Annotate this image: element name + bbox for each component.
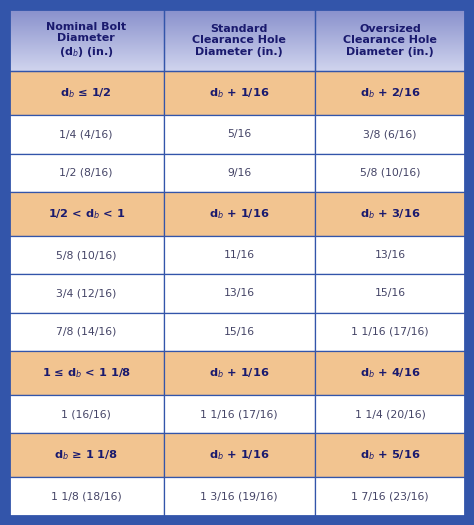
Text: 11/16: 11/16 — [224, 250, 255, 260]
Bar — [9, 274, 164, 313]
Text: Oversized
Clearance Hole
Diameter (in.): Oversized Clearance Hole Diameter (in.) — [343, 24, 437, 57]
Text: 15/16: 15/16 — [224, 327, 255, 337]
Bar — [315, 395, 465, 433]
Bar — [9, 395, 164, 433]
Text: 1 ≤ d$_b$ < 1 1/8: 1 ≤ d$_b$ < 1 1/8 — [42, 366, 131, 380]
Text: 1/2 < d$_b$ < 1: 1/2 < d$_b$ < 1 — [47, 207, 125, 221]
Bar — [164, 9, 315, 71]
Bar — [315, 313, 465, 351]
Bar — [315, 9, 465, 71]
Text: d$_b$ + 4/16: d$_b$ + 4/16 — [360, 366, 420, 380]
Text: 7/8 (14/16): 7/8 (14/16) — [56, 327, 117, 337]
Bar — [164, 236, 315, 274]
Text: 1 7/16 (23/16): 1 7/16 (23/16) — [351, 491, 429, 501]
Text: 1 1/4 (20/16): 1 1/4 (20/16) — [355, 409, 426, 419]
Text: 1 3/16 (19/16): 1 3/16 (19/16) — [201, 491, 278, 501]
Text: d$_b$ + 2/16: d$_b$ + 2/16 — [360, 87, 420, 100]
Bar — [315, 192, 465, 236]
Text: 3/8 (6/16): 3/8 (6/16) — [364, 129, 417, 139]
Text: 15/16: 15/16 — [374, 288, 406, 299]
Text: d$_b$ ≤ 1/2: d$_b$ ≤ 1/2 — [60, 87, 112, 100]
Bar — [164, 351, 315, 395]
Bar — [9, 115, 164, 154]
Bar — [9, 351, 164, 395]
Bar — [164, 192, 315, 236]
Text: d$_b$ + 3/16: d$_b$ + 3/16 — [360, 207, 420, 221]
Bar — [9, 9, 164, 71]
Text: 1 1/8 (18/16): 1 1/8 (18/16) — [51, 491, 122, 501]
Bar — [9, 71, 164, 115]
Bar — [9, 154, 164, 192]
Text: 1 1/16 (17/16): 1 1/16 (17/16) — [201, 409, 278, 419]
Bar — [315, 236, 465, 274]
Text: d$_b$ ≥ 1 1/8: d$_b$ ≥ 1 1/8 — [54, 448, 118, 462]
Text: Nominal Bolt
Diameter
(d$_b$) (in.): Nominal Bolt Diameter (d$_b$) (in.) — [46, 22, 126, 59]
Text: 1 (16/16): 1 (16/16) — [61, 409, 111, 419]
Bar — [315, 433, 465, 477]
Bar — [164, 115, 315, 154]
Bar — [9, 433, 164, 477]
Bar — [164, 313, 315, 351]
Bar — [164, 71, 315, 115]
Bar — [315, 154, 465, 192]
Text: d$_b$ + 5/16: d$_b$ + 5/16 — [360, 448, 420, 462]
Text: 5/8 (10/16): 5/8 (10/16) — [360, 168, 420, 178]
Text: 3/4 (12/16): 3/4 (12/16) — [56, 288, 117, 299]
Bar — [164, 395, 315, 433]
Bar — [315, 115, 465, 154]
Text: d$_b$ + 1/16: d$_b$ + 1/16 — [209, 366, 270, 380]
Bar — [9, 313, 164, 351]
Bar — [315, 71, 465, 115]
Text: 1 1/16 (17/16): 1 1/16 (17/16) — [351, 327, 429, 337]
Bar — [164, 274, 315, 313]
Text: 1/2 (8/16): 1/2 (8/16) — [59, 168, 113, 178]
Bar — [315, 351, 465, 395]
Text: Standard
Clearance Hole
Diameter (in.): Standard Clearance Hole Diameter (in.) — [192, 24, 286, 57]
Text: 13/16: 13/16 — [224, 288, 255, 299]
Text: d$_b$ + 1/16: d$_b$ + 1/16 — [209, 448, 270, 462]
Text: 5/8 (10/16): 5/8 (10/16) — [56, 250, 117, 260]
Bar — [9, 192, 164, 236]
Bar — [164, 477, 315, 516]
Bar — [164, 433, 315, 477]
Bar — [9, 477, 164, 516]
Text: 9/16: 9/16 — [227, 168, 251, 178]
Text: 5/16: 5/16 — [227, 129, 251, 139]
Text: d$_b$ + 1/16: d$_b$ + 1/16 — [209, 87, 270, 100]
Bar — [315, 274, 465, 313]
Bar — [315, 477, 465, 516]
Text: d$_b$ + 1/16: d$_b$ + 1/16 — [209, 207, 270, 221]
Text: 13/16: 13/16 — [374, 250, 406, 260]
Bar — [164, 154, 315, 192]
Bar — [9, 236, 164, 274]
Text: 1/4 (4/16): 1/4 (4/16) — [59, 129, 113, 139]
